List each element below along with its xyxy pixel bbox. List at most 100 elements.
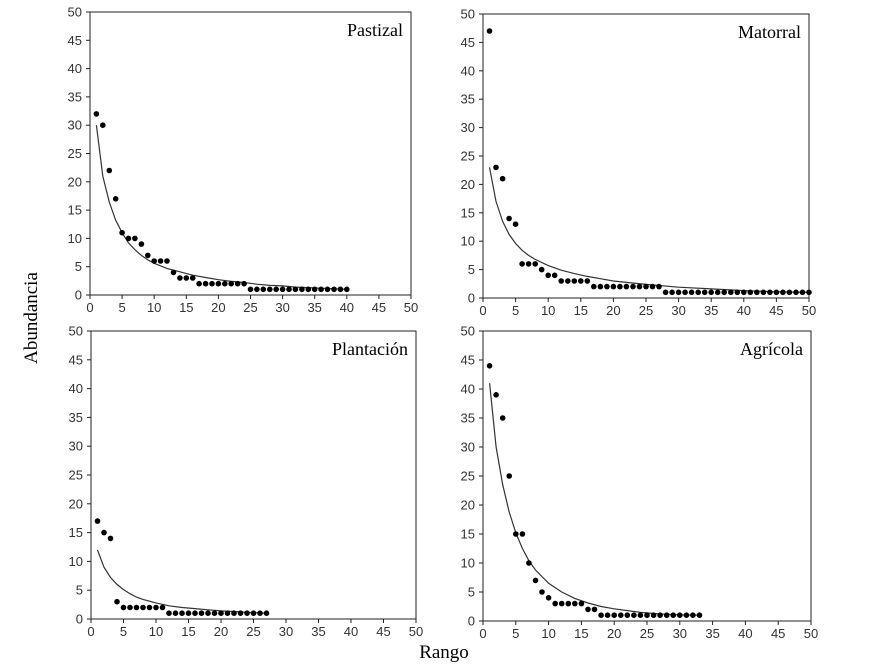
data-point (643, 283, 649, 290)
data-point (179, 610, 185, 616)
data-point (170, 269, 177, 276)
data-point (610, 283, 617, 290)
x-tick-label: 45 (376, 624, 390, 639)
data-point (650, 612, 657, 618)
data-point (215, 280, 222, 287)
data-point (244, 610, 250, 616)
data-point (728, 289, 734, 296)
data-point (657, 612, 663, 618)
x-tick-label: 5 (512, 626, 519, 641)
data-point (263, 610, 270, 616)
data-point (493, 392, 499, 398)
data-point (100, 122, 106, 128)
data-point (205, 610, 211, 616)
y-tick-label: 5 (76, 583, 83, 598)
y-tick-label: 0 (468, 291, 475, 306)
data-point (741, 289, 747, 296)
data-point (617, 283, 623, 290)
y-tick-label: 45 (69, 352, 83, 367)
x-tick-label: 40 (340, 300, 354, 315)
y-tick-label: 50 (68, 5, 82, 20)
y-tick-label: 0 (76, 612, 83, 627)
data-point (688, 289, 695, 296)
data-point (234, 280, 241, 287)
x-tick-label: 35 (705, 626, 719, 641)
data-point (324, 286, 331, 293)
data-point (94, 518, 101, 524)
y-tick-label: 40 (461, 382, 475, 397)
data-point (701, 289, 708, 296)
data-point (682, 289, 688, 296)
x-axis-label: Rango (419, 642, 469, 663)
x-tick-label: 30 (279, 624, 293, 639)
data-point (292, 286, 299, 293)
data-point (551, 272, 558, 279)
x-tick-label: 15 (179, 300, 193, 315)
data-point (806, 289, 812, 296)
y-axis-label: Abundancia (21, 272, 42, 364)
data-point (591, 606, 598, 613)
x-tick-label: 0 (87, 624, 94, 639)
data-point (499, 415, 506, 421)
data-point (538, 266, 545, 273)
x-tick-label: 40 (344, 624, 358, 639)
y-tick-label: 30 (461, 120, 475, 135)
data-point (690, 612, 696, 618)
y-tick-label: 5 (468, 262, 475, 277)
y-tick-label: 10 (461, 234, 475, 249)
panel-title: Matorral (738, 22, 801, 42)
data-point (119, 229, 125, 236)
plot-frame (90, 330, 417, 620)
data-point (344, 286, 350, 293)
y-tick-label: 25 (461, 469, 475, 484)
data-point (224, 610, 231, 616)
data-point (631, 612, 637, 618)
x-tick-label: 25 (246, 624, 260, 639)
data-point (93, 111, 100, 117)
data-point (624, 612, 631, 618)
data-point (721, 289, 727, 296)
data-point (211, 610, 218, 616)
data-point (172, 610, 179, 616)
x-tick-label: 5 (512, 303, 519, 318)
y-tick-label: 50 (461, 7, 475, 22)
x-tick-label: 50 (802, 303, 816, 318)
x-tick-label: 10 (541, 626, 555, 641)
y-tick-label: 50 (461, 324, 475, 339)
data-point (578, 278, 584, 284)
data-point (318, 286, 324, 293)
x-tick-label: 0 (479, 303, 486, 318)
data-point (257, 610, 263, 616)
data-point (597, 283, 604, 290)
x-tick-label: 25 (243, 300, 257, 315)
data-point (140, 604, 146, 611)
data-point (644, 612, 650, 618)
x-tick-label: 40 (737, 303, 751, 318)
data-point (591, 283, 597, 290)
x-tick-label: 45 (771, 626, 785, 641)
fitted-curve (95, 125, 347, 290)
x-tick-label: 20 (606, 303, 620, 318)
y-tick-label: 25 (68, 146, 82, 161)
x-tick-label: 50 (804, 626, 818, 641)
data-point (578, 600, 585, 607)
data-point (708, 289, 714, 296)
x-tick-label: 35 (704, 303, 718, 318)
data-point (572, 600, 578, 607)
data-point (202, 280, 209, 287)
data-point (107, 535, 114, 542)
data-point (754, 289, 760, 296)
data-point (127, 604, 133, 611)
data-point (734, 289, 741, 296)
panel-title: Agrícola (740, 339, 803, 359)
x-tick-label: 15 (181, 624, 195, 639)
data-point (189, 275, 196, 281)
panel-title: Pastizal (347, 20, 403, 40)
data-point (565, 278, 571, 284)
y-tick-label: 40 (68, 61, 82, 76)
x-tick-label: 0 (479, 626, 486, 641)
data-point (670, 612, 676, 618)
y-tick-label: 45 (461, 353, 475, 368)
y-tick-label: 20 (69, 496, 83, 511)
